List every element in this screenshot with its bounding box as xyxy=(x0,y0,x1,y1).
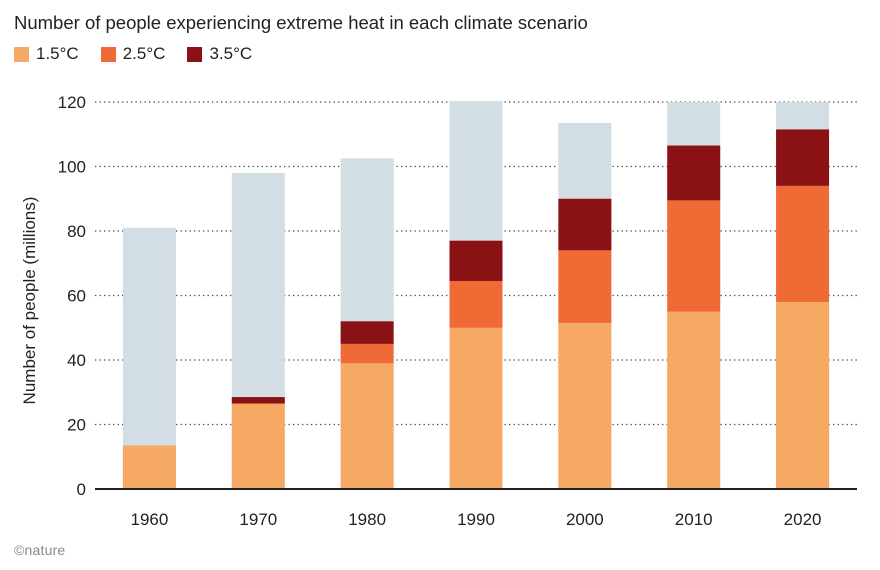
legend-label-1-5c: 1.5°C xyxy=(36,44,79,63)
x-tick-2020: 2020 xyxy=(784,510,822,529)
bar-2000-series-2 xyxy=(558,198,612,251)
y-tick-100: 100 xyxy=(58,158,86,177)
legend-item-1-5c: 1.5°C xyxy=(14,44,79,64)
y-tick-60: 60 xyxy=(67,287,86,306)
bar-2020-series-0 xyxy=(776,301,830,489)
bar-2010-series-0 xyxy=(667,311,721,489)
bar-1970-series-0 xyxy=(231,403,285,489)
bar-1990-series-2 xyxy=(449,240,503,281)
y-tick-40: 40 xyxy=(67,351,86,370)
x-tick-2000: 2000 xyxy=(566,510,604,529)
x-tick-labels: 1960 1970 1980 1990 2000 2010 2020 xyxy=(131,510,822,529)
bar-1980-series-0 xyxy=(340,363,394,489)
x-tick-1970: 1970 xyxy=(239,510,277,529)
bar-2010-series-1 xyxy=(667,200,721,312)
y-tick-20: 20 xyxy=(67,416,86,435)
legend-label-3-5c: 3.5°C xyxy=(209,44,253,63)
y-tick-0: 0 xyxy=(77,480,86,499)
legend-swatch-2-5c xyxy=(100,46,116,62)
nature-credit: ©nature xyxy=(14,542,66,558)
legend-swatch-3-5c xyxy=(187,46,203,62)
bar-2020-series-1 xyxy=(776,185,830,302)
bar-1960-series-0 xyxy=(122,445,176,489)
bar-2020-series-2 xyxy=(776,129,830,186)
bar-1980-series-2 xyxy=(340,321,394,344)
bar-2000-series-1 xyxy=(558,250,612,323)
bar-1990-series-0 xyxy=(449,327,503,489)
x-tick-1960: 1960 xyxy=(131,510,169,529)
x-tick-1990: 1990 xyxy=(457,510,495,529)
legend-item-2-5c: 2.5°C xyxy=(100,44,166,64)
y-tick-labels: 0 20 40 60 80 100 120 xyxy=(58,93,86,499)
bar-2000-series-0 xyxy=(558,322,612,489)
bar-1970-series-2 xyxy=(231,397,285,404)
y-tick-80: 80 xyxy=(67,222,86,241)
stacked-bar-chart: 0 20 40 60 80 100 120 1960 1970 1980 1990 2000 2010… xyxy=(20,93,857,529)
chart-legend: 1.5°C 2.5°C 3.5°C xyxy=(14,44,274,64)
legend-swatch-1-5c xyxy=(14,46,29,62)
y-tick-120: 120 xyxy=(58,93,86,112)
bar-1980-series-1 xyxy=(340,343,394,364)
chart-title: Number of people experiencing extreme he… xyxy=(14,12,588,33)
bars xyxy=(122,101,830,490)
x-tick-2010: 2010 xyxy=(675,510,713,529)
legend-item-3-5c: 3.5°C xyxy=(187,44,252,64)
bar-1990-series-1 xyxy=(449,280,503,328)
bar-2010-series-2 xyxy=(667,145,721,201)
x-tick-1980: 1980 xyxy=(348,510,386,529)
y-axis-label: Number of people (millions) xyxy=(20,197,39,405)
legend-label-2-5c: 2.5°C xyxy=(122,44,166,63)
gridlines xyxy=(95,101,857,426)
